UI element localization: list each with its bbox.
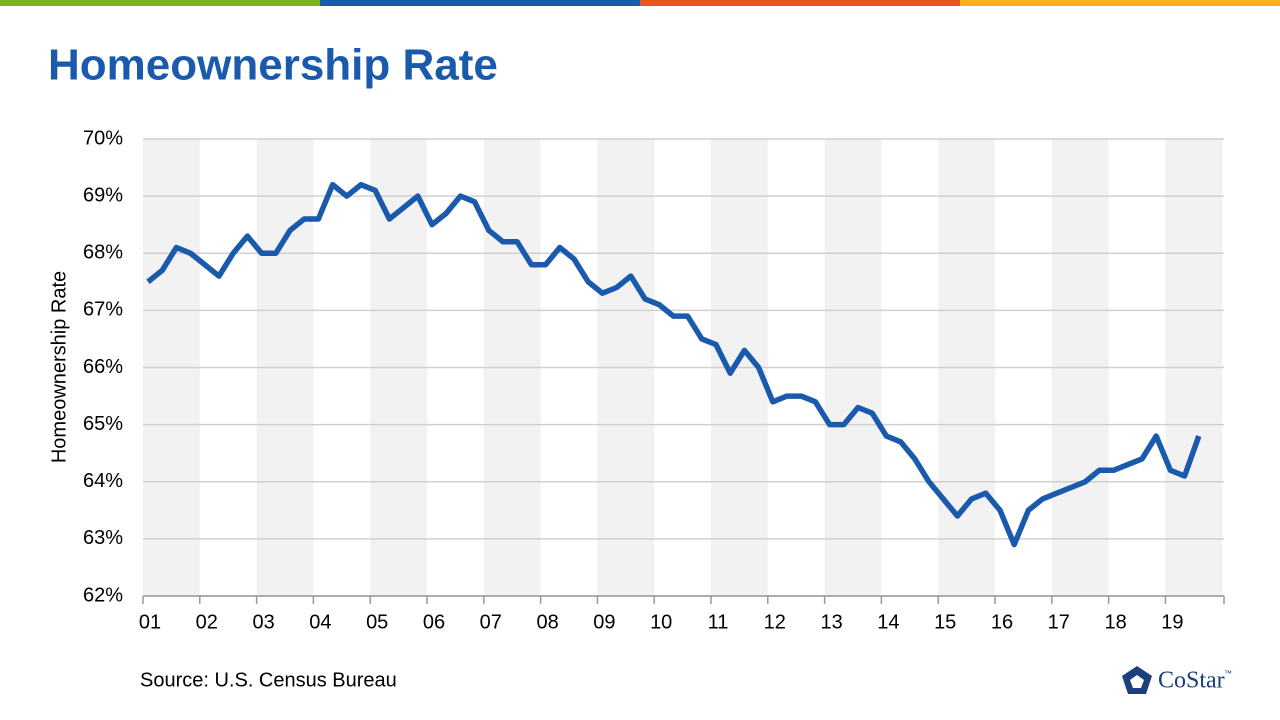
- top-bar: [320, 0, 640, 6]
- chart-title: Homeownership Rate: [48, 41, 498, 90]
- x-tick-label: 05: [366, 611, 388, 633]
- x-tick-label: 02: [196, 611, 218, 633]
- y-tick-label: 65%: [83, 413, 123, 435]
- x-tick-label: 03: [252, 611, 274, 633]
- y-tick-label: 67%: [83, 299, 123, 321]
- x-tick-label: 01: [139, 611, 161, 633]
- y-axis-label: Homeownership Rate: [48, 271, 70, 463]
- x-tick-label: 06: [423, 611, 445, 633]
- y-tick-label: 62%: [83, 584, 123, 606]
- y-tick-label: 64%: [83, 470, 123, 492]
- x-tick-label: 11: [708, 611, 729, 633]
- x-tick-label: 09: [593, 611, 615, 633]
- logo-text: CoStar: [1158, 668, 1225, 694]
- source: Source: U.S. Census Bureau: [140, 669, 397, 691]
- x-tick-label: 14: [877, 611, 899, 633]
- y-tick-label: 63%: [83, 527, 123, 549]
- x-tick-label: 13: [820, 611, 842, 633]
- x-tick-label: 15: [934, 611, 956, 633]
- x-tick-label: 10: [650, 611, 672, 633]
- top-bar: [640, 0, 960, 6]
- y-tick-label: 66%: [83, 356, 123, 378]
- x-tick-label: 16: [991, 611, 1013, 633]
- x-tick-label: 04: [309, 611, 331, 633]
- x-tick-label: 12: [764, 611, 786, 633]
- logo: CoStar ™: [1122, 666, 1232, 694]
- x-tick-label: 07: [480, 611, 502, 633]
- x-tick-label: 17: [1048, 611, 1070, 633]
- x-tick-label: 19: [1161, 611, 1183, 633]
- logo-mark: ™: [1224, 669, 1232, 678]
- x-tick-label: 08: [536, 611, 558, 633]
- y-tick-label: 69%: [83, 184, 123, 206]
- logo-icon: [1130, 675, 1144, 688]
- line-series: [146, 181, 1202, 548]
- y-tick-label: 70%: [83, 127, 123, 149]
- top-bar: [960, 0, 1280, 6]
- x-tick-label: 18: [1104, 611, 1126, 633]
- top-bar: [0, 0, 320, 6]
- y-tick-label: 68%: [83, 242, 123, 264]
